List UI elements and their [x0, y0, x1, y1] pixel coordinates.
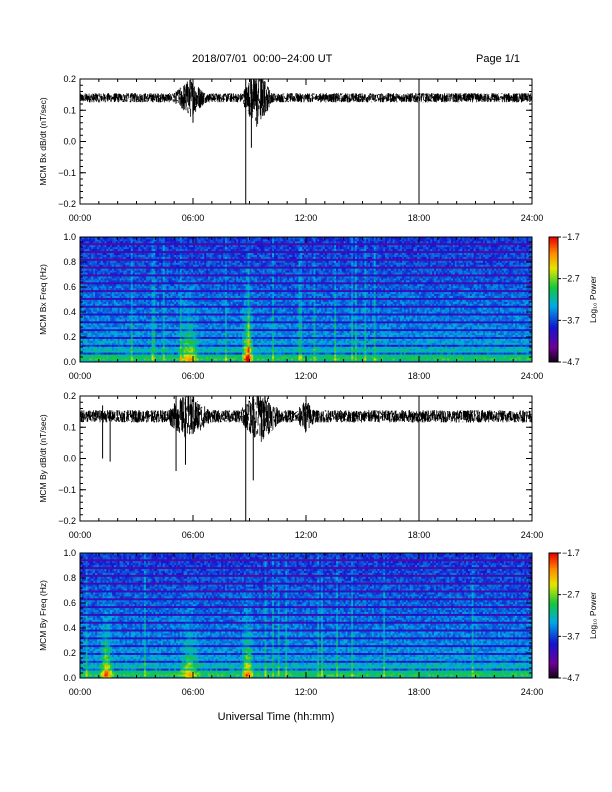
y-tick-label: 0.1	[63, 105, 76, 115]
x-tick-label: 12:00	[295, 213, 318, 223]
x-tick-label: 18:00	[408, 213, 431, 223]
y-tick-label: −0.1	[58, 168, 76, 178]
x-tick-label: 06:00	[182, 213, 205, 223]
heatmap-cells	[80, 237, 532, 362]
figure-canvas: 00:00 06:00 12:00 18:00 24:00 0.2 0.1 0.0 −0.1 −0…	[0, 0, 612, 792]
y-tick-label: 0.0	[63, 137, 76, 147]
y-tick-label: 0.2	[63, 74, 76, 84]
y-axis-label: MCM Bx dB/dt (nT/sec)	[38, 97, 48, 185]
panel-1: 00:00 06:00 12:00 18:00 24:00 0.2 0.1 0.0 −0.1 −0…	[38, 70, 543, 223]
x-tick-label: 24:00	[521, 213, 544, 223]
x-tick-label: 00:00	[69, 213, 92, 223]
y-tick-label: −0.2	[58, 199, 76, 209]
panel-2: 00:00 06:00 12:00 18:00 24:001.00.80.60.40.2…	[38, 232, 598, 381]
